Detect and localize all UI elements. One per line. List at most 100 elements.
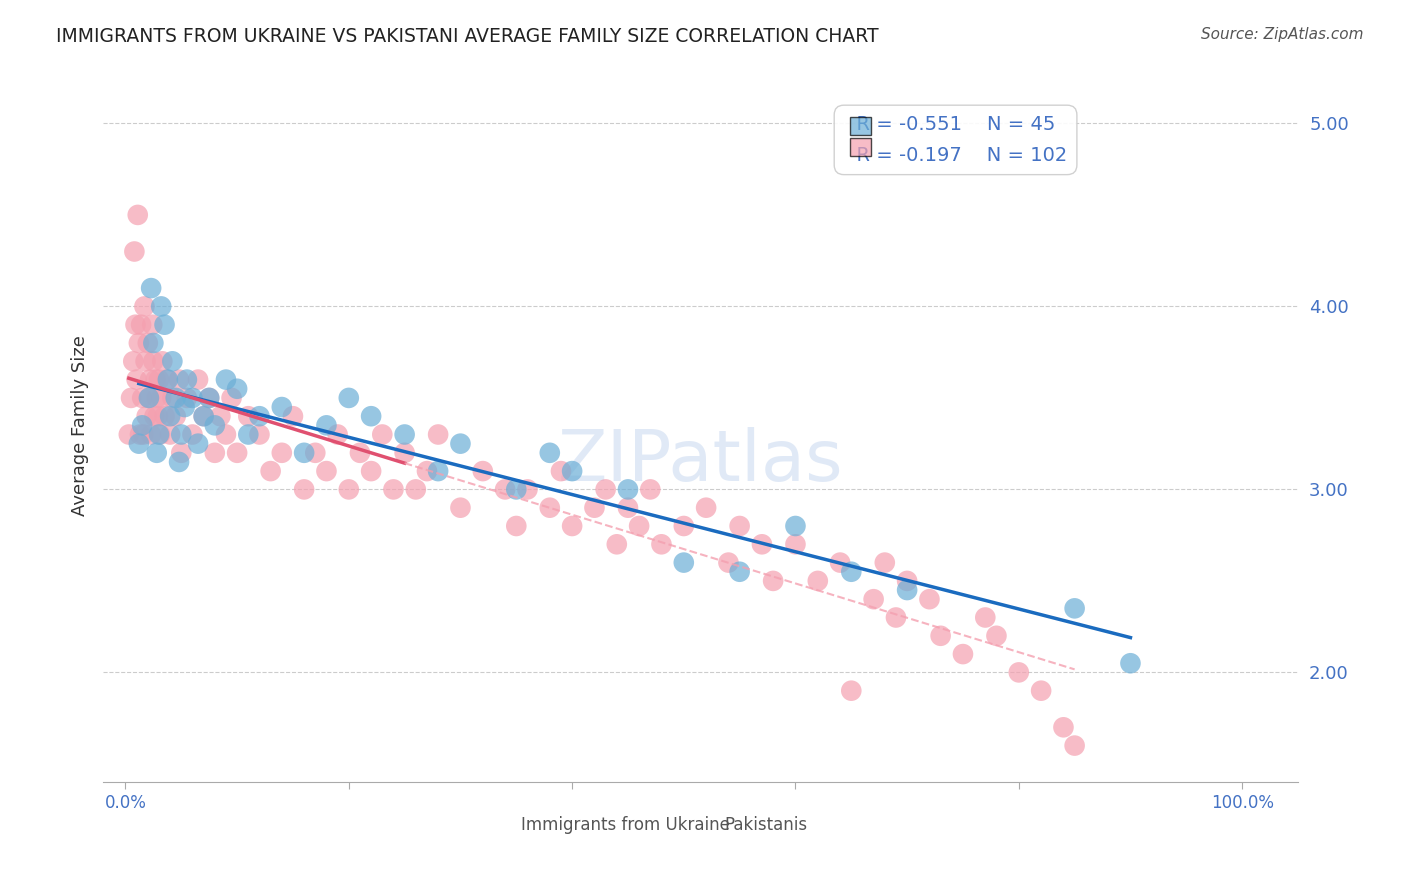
Point — [226, 446, 249, 460]
Point — [136, 336, 159, 351]
Point — [561, 519, 583, 533]
Point — [839, 683, 862, 698]
Point — [124, 244, 146, 259]
Point — [505, 483, 527, 497]
Point — [150, 391, 173, 405]
Point — [131, 418, 153, 433]
Point — [360, 409, 382, 424]
Point — [628, 519, 651, 533]
Point — [728, 519, 751, 533]
Point — [1008, 665, 1031, 680]
Point — [717, 556, 740, 570]
Point — [156, 373, 179, 387]
Point — [1052, 720, 1074, 734]
Point — [135, 354, 157, 368]
Point — [929, 629, 952, 643]
Point — [125, 373, 148, 387]
Point — [142, 336, 165, 351]
Point — [427, 464, 450, 478]
Point — [159, 409, 181, 424]
Point — [728, 565, 751, 579]
Point — [952, 647, 974, 661]
FancyBboxPatch shape — [849, 138, 872, 156]
Point — [839, 565, 862, 579]
Point — [127, 208, 149, 222]
Point — [145, 373, 167, 387]
Point — [124, 318, 146, 332]
Point — [896, 574, 918, 588]
Point — [315, 418, 337, 433]
Point — [153, 318, 176, 332]
Point — [830, 556, 852, 570]
Point — [371, 427, 394, 442]
Point — [494, 483, 516, 497]
Point — [141, 318, 163, 332]
Point — [427, 427, 450, 442]
Point — [785, 519, 807, 533]
Point — [382, 483, 405, 497]
Point — [270, 446, 292, 460]
Point — [650, 537, 672, 551]
Point — [153, 409, 176, 424]
Point — [394, 446, 416, 460]
Point — [145, 391, 167, 405]
Point — [141, 427, 163, 442]
Point — [807, 574, 830, 588]
Point — [471, 464, 494, 478]
Point — [785, 537, 807, 551]
Point — [862, 592, 884, 607]
FancyBboxPatch shape — [465, 813, 503, 838]
Point — [1119, 657, 1142, 671]
Point — [167, 373, 190, 387]
Point — [165, 391, 187, 405]
Point — [337, 483, 360, 497]
Point — [751, 537, 773, 551]
Point — [326, 427, 349, 442]
Point — [337, 391, 360, 405]
Point — [198, 391, 221, 405]
Text: R = -0.551    N = 45
  R = -0.197    N = 102: R = -0.551 N = 45 R = -0.197 N = 102 — [844, 115, 1067, 165]
Point — [505, 519, 527, 533]
Point — [617, 500, 640, 515]
Point — [167, 455, 190, 469]
Point — [176, 391, 198, 405]
Point — [349, 446, 371, 460]
Text: Immigrants from Ukraine: Immigrants from Ukraine — [522, 816, 730, 834]
Point — [561, 464, 583, 478]
Point — [974, 610, 997, 624]
Point — [315, 464, 337, 478]
Point — [304, 446, 326, 460]
Point — [405, 483, 427, 497]
Point — [138, 391, 160, 405]
Point — [516, 483, 538, 497]
Point — [173, 400, 195, 414]
Point — [193, 409, 215, 424]
Point — [986, 629, 1008, 643]
Point — [394, 427, 416, 442]
Point — [141, 281, 163, 295]
Point — [595, 483, 617, 497]
Point — [249, 427, 271, 442]
Point — [1063, 739, 1085, 753]
Point — [159, 427, 181, 442]
Point — [193, 409, 215, 424]
Point — [198, 391, 221, 405]
Point — [204, 446, 226, 460]
Point — [449, 436, 471, 450]
Point — [672, 519, 695, 533]
Point — [148, 427, 170, 442]
Point — [292, 483, 315, 497]
Point — [187, 373, 209, 387]
Point — [129, 427, 152, 442]
Point — [606, 537, 628, 551]
Point — [238, 409, 260, 424]
Point — [617, 483, 640, 497]
Point — [209, 409, 232, 424]
Point — [695, 500, 717, 515]
Point — [187, 436, 209, 450]
Point — [135, 409, 157, 424]
Text: ZIPatlas: ZIPatlas — [558, 426, 844, 496]
Point — [215, 427, 238, 442]
Point — [762, 574, 785, 588]
Point — [292, 446, 315, 460]
